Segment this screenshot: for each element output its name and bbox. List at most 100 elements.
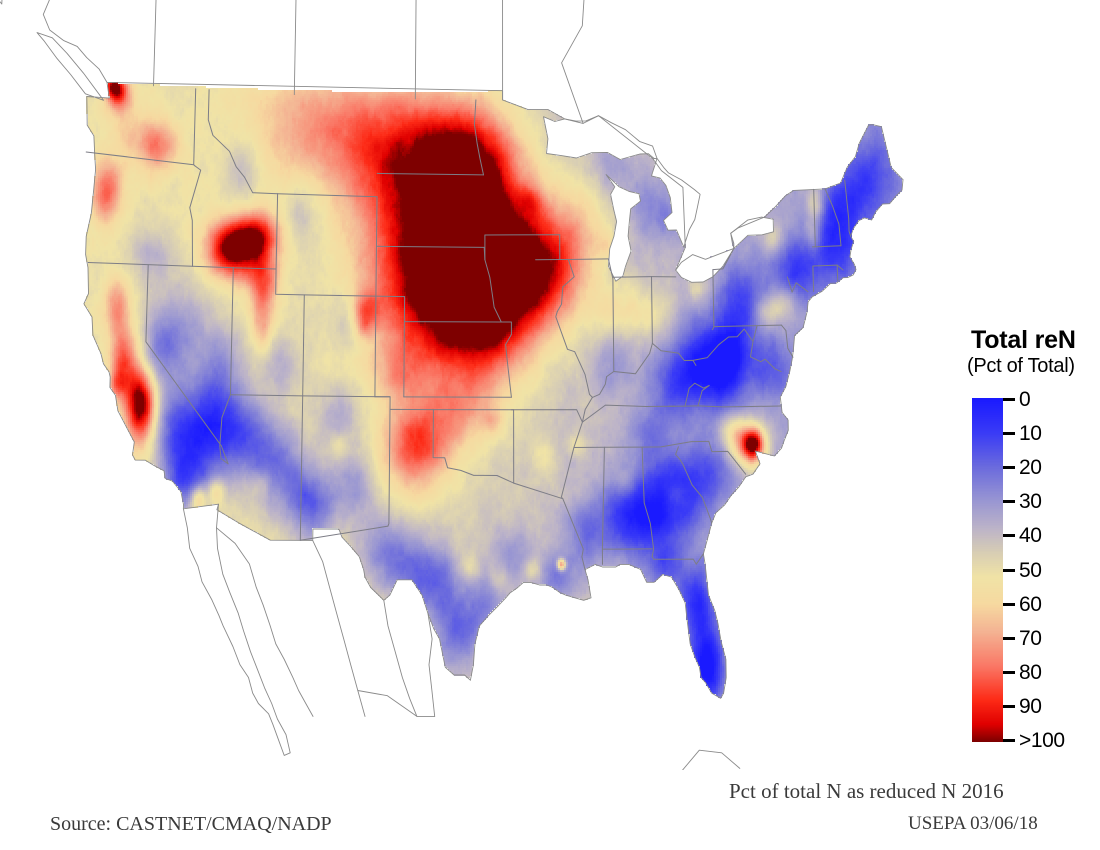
state-boundary [376,172,484,176]
great-lake-outline [543,115,658,160]
state-boundary [302,395,391,398]
coast-or-border-line [86,81,686,271]
state-boundary [299,395,304,541]
state-boundary [303,294,406,298]
state-boundary [374,295,377,398]
state-boundary [836,264,839,281]
state-boundary [613,342,653,375]
state-boundary [302,294,305,397]
state-boundary [813,188,816,248]
coast-or-border-line [83,96,184,510]
coast-or-border-line [293,0,297,96]
state-boundary [712,247,735,271]
state-boundary [220,445,229,465]
state-boundary [795,282,809,293]
state-boundary [651,553,704,565]
state-boundary [513,482,564,499]
coast-or-border-line [182,503,471,681]
state-boundary [562,497,586,571]
coast-or-border-line [414,0,417,100]
legend-subtitle: (Pct of Total) [967,355,1075,377]
map-boundaries-layer [0,0,904,770]
colorbar-tick [1003,466,1015,469]
state-boundary [812,264,844,271]
coast-or-border-line [36,32,105,101]
state-boundary [601,446,605,565]
raster-data-layer [0,0,960,770]
coast-or-border-line [357,690,436,717]
coast-or-border-line [0,0,3,5]
coast-or-border-line [469,563,725,699]
state-boundary [299,525,389,541]
colorbar-tick-label: 40 [1019,524,1042,547]
coast-or-border-line [216,527,314,717]
state-boundary [612,276,652,278]
colorbar-tick [1003,569,1015,572]
state-boundary [403,296,406,398]
colorbar-tick-label: 30 [1019,490,1042,513]
colorbar-tick [1003,398,1015,401]
state-boundary [684,382,710,407]
colorbar-tick-label: 10 [1019,422,1042,445]
state-boundary [207,89,279,195]
state-boundary [193,88,197,167]
colorbar-gradient [972,398,1003,742]
state-boundary [219,394,231,465]
coast-or-border-line [182,503,291,756]
state-boundary [229,267,234,396]
state-boundary [641,446,655,558]
state-boundary [229,394,304,397]
state-boundary [712,269,715,331]
colorbar-tick [1003,671,1015,674]
state-boundary [85,151,195,166]
state-boundary [484,259,502,323]
state-boundary [560,421,583,499]
state-boundary [277,193,378,198]
colorbar-tick [1003,534,1015,537]
state-boundary [675,446,713,524]
state-boundary [555,311,593,398]
coast-or-border-line [383,599,418,717]
state-boundary [651,342,697,366]
state-boundary [189,165,202,267]
state-boundary [87,262,234,269]
state-boundary [559,234,569,260]
state-boundary [844,179,852,237]
colorbar-tick-label: 90 [1019,695,1042,718]
state-boundary [824,188,842,247]
colorbar-tick [1003,739,1015,742]
coast-or-border-line [682,749,741,770]
state-boundary [697,385,710,407]
coast-or-border-line [427,612,436,717]
state-boundary [750,325,782,372]
state-boundary [376,245,486,261]
colorbar-tick-label: >100 [1019,729,1065,752]
state-boundary [275,193,305,296]
colorbar-tick [1003,603,1015,606]
state-boundary [786,276,797,293]
colorbar-tick-label: 60 [1019,593,1042,616]
caption-source: Source: CASTNET/CMAQ/NADP [50,813,332,835]
state-boundary [556,259,575,313]
state-boundary [432,409,515,484]
colorbar-tick-label: 0 [1019,388,1031,411]
coast-or-border-line [702,179,904,694]
coast-or-border-line [730,124,904,249]
caption-main: Pct of total N as reduced N 2016 [729,779,1004,803]
state-boundary [387,408,391,527]
state-boundary [780,324,794,358]
state-boundary [511,396,593,423]
state-boundary [708,440,747,475]
state-boundary [500,321,512,398]
state-boundary [473,99,484,176]
legend: Total reN (Pct of Total) 0 10 20 30 40 50 60 70… [963,326,1100,752]
state-boundary [573,440,710,448]
great-lake-outline [651,157,701,248]
colorbar-tick-label: 70 [1019,627,1042,650]
colorbar-tick [1003,432,1015,435]
caption-agency: USEPA 03/06/18 [908,813,1038,834]
choropleth-map [0,0,960,770]
coast-or-border-line [153,0,157,87]
colorbar-group: 0 10 20 30 40 50 60 70 80 90 >100 [972,388,1100,752]
